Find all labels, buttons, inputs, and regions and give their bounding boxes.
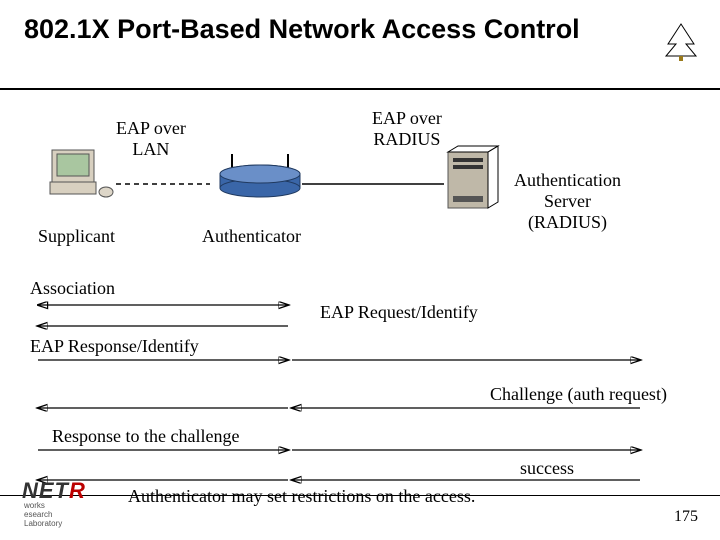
- supplicant-label: Supplicant: [38, 226, 115, 247]
- msg-association: Association: [30, 278, 115, 299]
- eap-lan-label: EAP over LAN: [116, 118, 186, 160]
- bottom-rule: [0, 495, 720, 497]
- msg-eap-response: EAP Response/Identify: [30, 336, 199, 357]
- diagram-canvas: [0, 0, 720, 540]
- eap-radius-label: EAP over RADIUS: [372, 108, 442, 150]
- authenticator-label: Authenticator: [202, 226, 301, 247]
- server-icon: [448, 146, 498, 208]
- computer-icon: [50, 150, 113, 197]
- msg-response-challenge: Response to the challenge: [52, 426, 239, 447]
- footer-note: Authenticator may set restrictions on th…: [128, 486, 475, 507]
- router-icon: [220, 154, 300, 197]
- auth-server-label: Authentication Server (RADIUS): [514, 170, 621, 233]
- msg-success: success: [520, 458, 574, 479]
- msg-challenge: Challenge (auth request): [490, 384, 667, 405]
- netr-logo: NETR worksesearchLaboratory: [22, 478, 86, 528]
- msg-eap-request: EAP Request/Identify: [320, 302, 478, 323]
- page-number: 175: [674, 508, 698, 526]
